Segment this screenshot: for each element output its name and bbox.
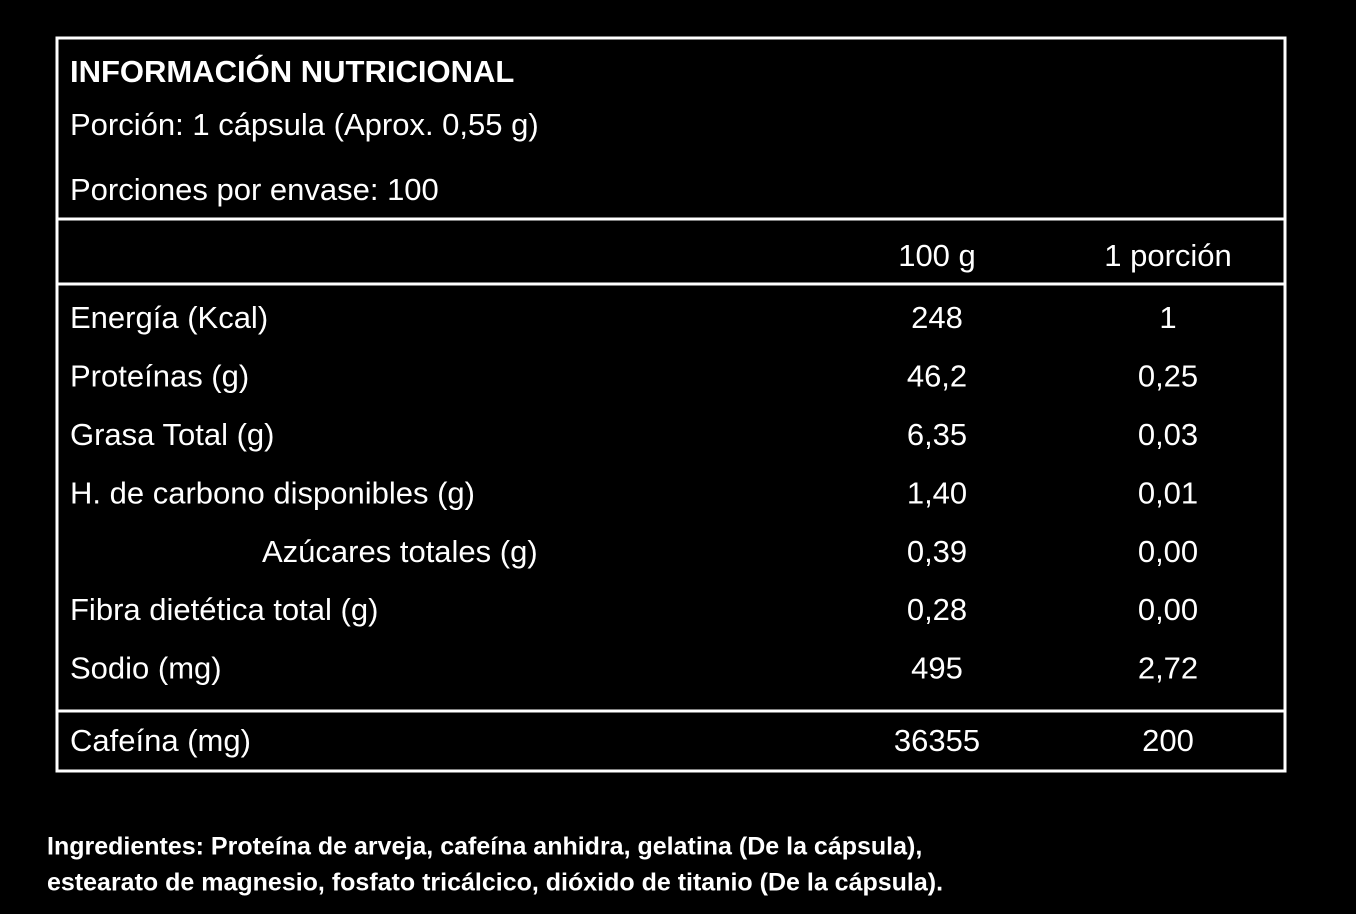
cell-value: 2,72 — [1138, 651, 1198, 686]
cell-value: 6,35 — [907, 417, 967, 452]
cell-value: 0,01 — [1138, 475, 1198, 510]
row-label: Azúcares totales (g) — [262, 534, 538, 569]
cell-value: 0,00 — [1138, 592, 1198, 627]
cell-value: 0,03 — [1138, 417, 1198, 452]
cell-value: 495 — [911, 651, 963, 686]
cell-value: 46,2 — [907, 359, 967, 394]
cell-value: 0,39 — [907, 534, 967, 569]
cell-value: 0,00 — [1138, 534, 1198, 569]
row-label: Grasa Total (g) — [70, 417, 274, 452]
column-header: 100 g — [898, 238, 976, 273]
ingredients: Ingredientes: Proteína de arveja, cafeín… — [47, 833, 922, 861]
cell-value: 0,25 — [1138, 359, 1198, 394]
serving: Porción: 1 cápsula (Aprox. 0,55 g) — [70, 107, 539, 142]
cell-value: 248 — [911, 300, 963, 335]
cell-value: 0,28 — [907, 592, 967, 627]
row-label: Proteínas (g) — [70, 359, 249, 394]
cell-value: 1,40 — [907, 475, 967, 510]
row-label: Sodio (mg) — [70, 651, 222, 686]
title: INFORMACIÓN NUTRICIONAL — [70, 53, 514, 89]
cell-value: 36355 — [894, 723, 980, 758]
row-label: Energía (Kcal) — [70, 300, 268, 335]
row-label: Cafeína (mg) — [70, 723, 251, 758]
column-header: 1 porción — [1104, 238, 1232, 273]
ingredients: estearato de magnesio, fosfato tricálcic… — [47, 869, 943, 897]
row-label: H. de carbono disponibles (g) — [70, 475, 475, 510]
cell-value: 200 — [1142, 723, 1194, 758]
table-border — [55, 36, 1287, 773]
cell-value: 1 — [1159, 300, 1176, 335]
row-label: Fibra dietética total (g) — [70, 592, 378, 627]
servings-per-container: Porciones por envase: 100 — [70, 172, 439, 207]
